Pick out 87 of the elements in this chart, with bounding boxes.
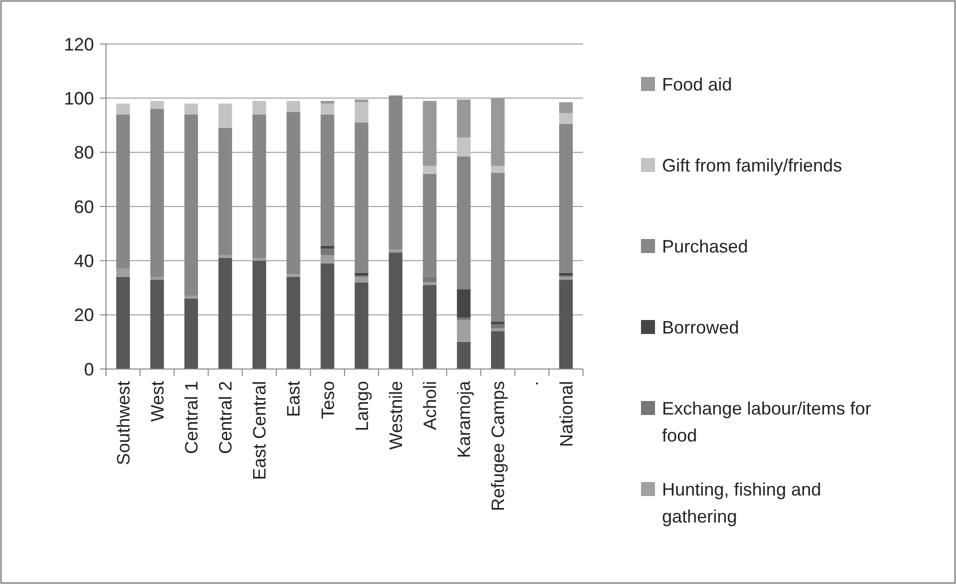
bar (184, 114, 198, 296)
bar (559, 280, 573, 369)
bar (116, 114, 130, 269)
bar (320, 114, 334, 246)
bar (388, 252, 402, 369)
bar (456, 318, 471, 320)
y-tick-label: 80 (74, 142, 94, 163)
bar (320, 248, 334, 256)
bar (491, 172, 505, 322)
bar (422, 285, 436, 369)
bar (184, 298, 198, 369)
bar (456, 289, 471, 318)
bar (150, 100, 164, 109)
bar (150, 276, 164, 280)
legend-label: Borrowed (662, 317, 740, 338)
bar (150, 280, 164, 369)
x-tick-label: West (147, 381, 168, 422)
bar (150, 109, 164, 277)
bar (252, 114, 266, 258)
bar (252, 260, 266, 369)
x-tick-label: East (284, 381, 304, 418)
x-tick-label: East Central (250, 381, 270, 480)
bar (320, 246, 334, 248)
bar (456, 156, 471, 290)
bar (559, 102, 573, 114)
bar (320, 100, 334, 104)
bar (456, 320, 471, 342)
bar (286, 276, 300, 369)
y-tick-label: 120 (64, 34, 94, 54)
bar (491, 324, 505, 328)
y-tick-label: 0 (84, 359, 94, 380)
bar (388, 250, 402, 253)
bar (559, 276, 573, 280)
bar (184, 104, 198, 114)
bar (422, 276, 436, 282)
bar (422, 174, 436, 277)
bar (116, 268, 130, 277)
bar (286, 112, 300, 274)
x-tick-label: . (522, 381, 542, 386)
bar (491, 322, 505, 324)
bar (491, 166, 505, 173)
x-tick-label: Central 1 (181, 381, 202, 454)
bar (388, 95, 402, 250)
x-tick-label: Westnile (386, 381, 406, 450)
x-tick-label: Teso (318, 381, 338, 420)
bar (116, 276, 130, 369)
bar (320, 104, 334, 114)
y-tick-label: 100 (64, 88, 94, 108)
bar (491, 328, 505, 332)
x-tick-label: Acholi (420, 381, 440, 430)
legend-label: Food aid (662, 74, 732, 94)
bar (116, 104, 130, 114)
bar (354, 272, 368, 276)
bar (218, 255, 232, 258)
bar (218, 258, 232, 369)
bar (559, 124, 573, 273)
bar (184, 296, 198, 299)
bar (320, 263, 334, 369)
y-tick-label: 40 (74, 250, 94, 271)
bar (422, 166, 436, 174)
bar (456, 342, 471, 369)
y-tick-label: 20 (74, 305, 94, 326)
bar (354, 282, 368, 369)
x-tick-label: Refugee Camps (488, 381, 508, 512)
bar (456, 137, 471, 156)
x-tick-label: Central 2 (216, 381, 236, 454)
legend-label: Gift from family/friends (662, 155, 842, 176)
bar (559, 113, 573, 124)
x-tick-label: Lango (352, 381, 372, 432)
x-tick-label: Southwest (113, 381, 134, 466)
bar (218, 104, 232, 128)
bar (354, 102, 368, 123)
x-tick-label: National (556, 381, 576, 448)
bar (422, 282, 436, 286)
bar (252, 100, 266, 114)
bar (354, 122, 368, 273)
bar (286, 274, 300, 277)
legend-label: Purchased (662, 236, 748, 256)
legend-label: Exchange labour/items for food (662, 398, 872, 446)
bar (559, 272, 573, 276)
bar (491, 331, 505, 369)
bar (286, 100, 300, 112)
x-tick-label: Karamoja (454, 380, 474, 458)
legend-label: Hunting, fishing and gathering (662, 479, 822, 526)
bar (218, 128, 232, 256)
bar (354, 276, 368, 282)
y-tick-label: 60 (74, 196, 94, 217)
